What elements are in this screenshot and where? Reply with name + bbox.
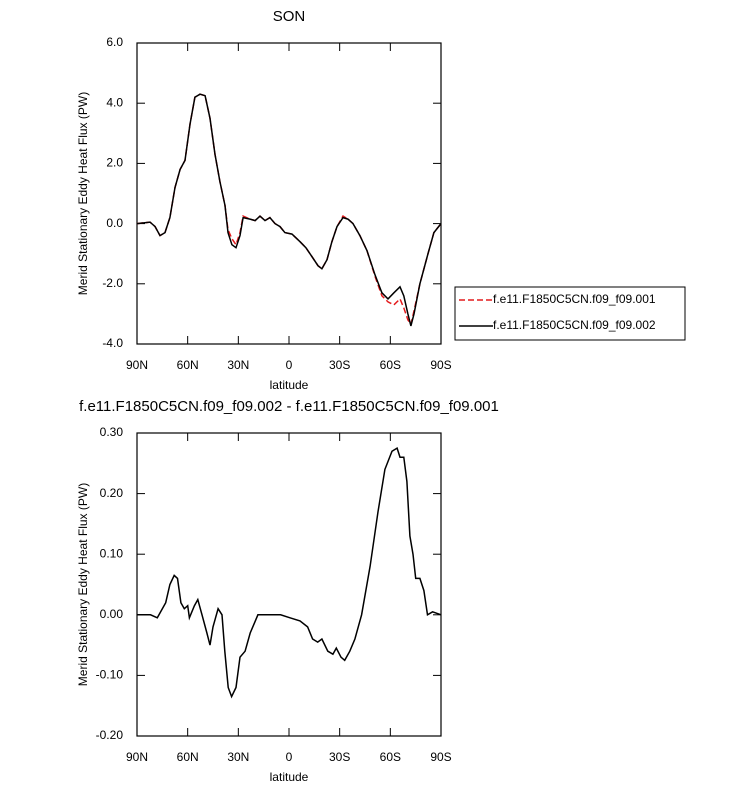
legend-label: f.e11.F1850C5CN.f09_f09.001 <box>493 292 656 306</box>
y-axis-label: Merid Stationary Eddy Heat Flux (PW) <box>76 483 90 686</box>
x-tick-label: 90N <box>126 358 148 372</box>
y-axis-label: Merid Stationary Eddy Heat Flux (PW) <box>76 92 90 295</box>
x-tick-label: 60N <box>177 358 199 372</box>
y-tick-label: 2.0 <box>106 156 123 170</box>
x-tick-label: 90N <box>126 750 148 764</box>
x-tick-label: 30N <box>227 750 249 764</box>
series-line <box>136 93 442 327</box>
y-tick-label: -0.20 <box>96 728 124 742</box>
series-line <box>136 93 442 327</box>
legend-box <box>454 286 686 341</box>
plot-frame <box>136 42 442 345</box>
x-tick-label: 90S <box>430 750 451 764</box>
x-tick-label: 60S <box>380 750 401 764</box>
y-tick-label: 0.20 <box>100 486 124 500</box>
legend-label: f.e11.F1850C5CN.f09_f09.002 <box>493 318 656 332</box>
y-tick-label: 0.30 <box>100 425 124 439</box>
x-tick-label: 90S <box>430 358 451 372</box>
plot-frame <box>136 432 442 737</box>
y-tick-label: 0.10 <box>100 546 124 560</box>
y-tick-label: 6.0 <box>106 35 123 49</box>
y-tick-label: 0.0 <box>106 216 123 230</box>
x-tick-label: 0 <box>286 750 293 764</box>
x-axis-label: latitude <box>270 378 309 392</box>
x-tick-label: 30S <box>329 358 350 372</box>
x-tick-label: 30S <box>329 750 350 764</box>
x-axis-label: latitude <box>270 770 309 784</box>
y-tick-label: -4.0 <box>102 336 123 350</box>
series-line <box>137 446 442 699</box>
y-tick-label: 0.00 <box>100 607 124 621</box>
x-tick-label: 30N <box>227 358 249 372</box>
y-tick-label: -2.0 <box>102 276 123 290</box>
x-tick-label: 60S <box>380 358 401 372</box>
chart-title: SON <box>273 8 306 25</box>
y-tick-label: 4.0 <box>106 95 123 109</box>
chart-title: f.e11.F1850C5CN.f09_f09.002 - f.e11.F185… <box>79 398 499 415</box>
x-tick-label: 0 <box>286 358 293 372</box>
y-tick-label: -0.10 <box>96 668 124 682</box>
x-tick-label: 60N <box>177 750 199 764</box>
